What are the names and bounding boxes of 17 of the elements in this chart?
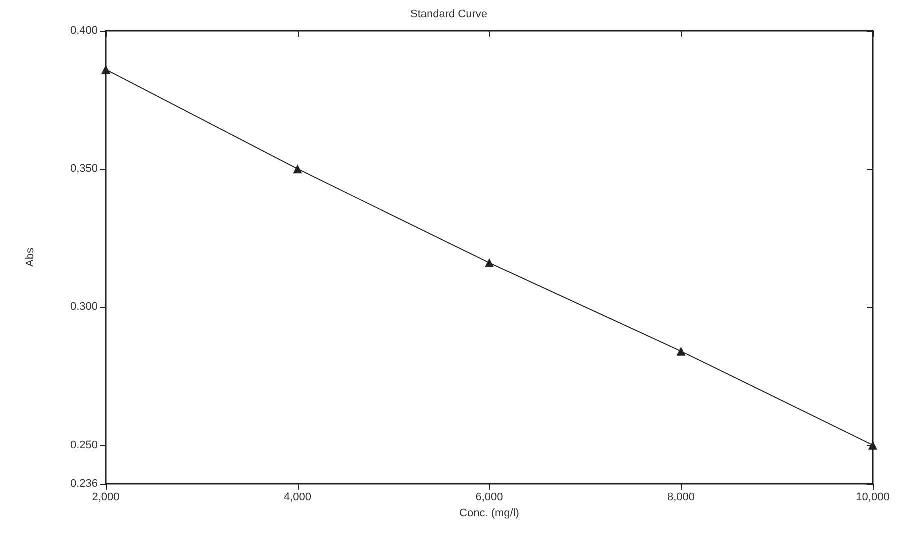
y-tick-label: 0.236 xyxy=(70,478,98,490)
x-tick-label: 4,000 xyxy=(284,492,312,504)
y-tick-label: 0.250 xyxy=(70,439,98,452)
chart-title: Standard Curve xyxy=(410,8,488,20)
x-tick-label: 8,000 xyxy=(667,492,696,504)
x-tick-label: 10,000 xyxy=(856,492,890,504)
x-tick-label: 2,000 xyxy=(92,492,120,504)
point xyxy=(485,258,494,268)
y-tick-label: 0.300 xyxy=(70,301,98,314)
point xyxy=(102,65,110,74)
x-axis-title: Conc. (mg/l) xyxy=(460,507,520,520)
x-tick-label: 6,000 xyxy=(476,492,504,504)
point xyxy=(293,164,302,174)
y-axis-title: Abs xyxy=(24,248,36,267)
point xyxy=(676,346,686,356)
y-tick-label: 0,400 xyxy=(70,25,98,37)
y-tick-label: 0,350 xyxy=(70,163,98,176)
